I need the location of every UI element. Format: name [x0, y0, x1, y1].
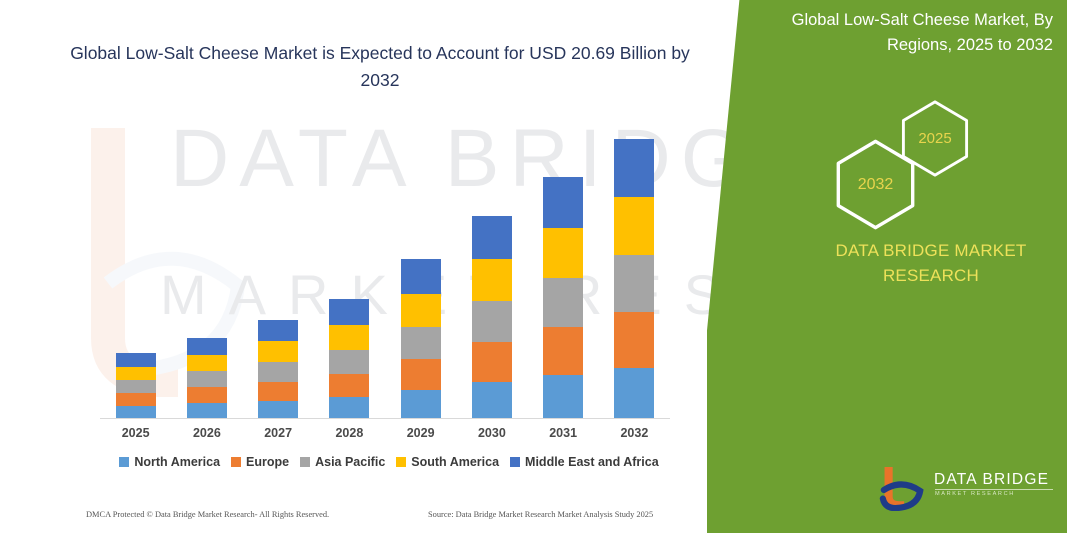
bar-segment[interactable] [471, 216, 512, 259]
bar-segment[interactable] [258, 401, 299, 418]
legend-swatch-icon [231, 457, 242, 467]
bar-segment[interactable] [614, 255, 655, 312]
bar-segment[interactable] [258, 382, 299, 401]
bar-segment[interactable] [543, 177, 584, 228]
bar-segment[interactable] [258, 362, 299, 382]
bar-segment[interactable] [186, 387, 227, 403]
bar-segment[interactable] [329, 325, 370, 350]
legend-swatch-icon [300, 457, 311, 467]
bar-segment[interactable] [400, 259, 441, 294]
bar-group-2025[interactable] [115, 353, 156, 418]
x-axis-label-2031: 2031 [549, 426, 578, 440]
hexagon-outline-icon [901, 100, 969, 177]
logo-subtitle: MARKET RESEARCH [935, 491, 1015, 497]
bar-segment[interactable] [471, 301, 512, 342]
bar-segment[interactable] [186, 355, 227, 371]
bar-group-2030[interactable] [471, 216, 512, 418]
watermark-line1: DATA BRIDGE [170, 113, 820, 204]
x-axis-label-2032: 2032 [620, 426, 649, 440]
bar-segment[interactable] [258, 341, 299, 362]
bar-group-2031[interactable] [543, 177, 584, 418]
right-green-panel [707, 0, 1067, 533]
legend-swatch-icon [119, 457, 130, 467]
bar-segment[interactable] [614, 139, 655, 197]
legend-item-south-america[interactable]: South America [396, 455, 499, 469]
brand-name: DATA BRIDGE MARKET RESEARCH [835, 241, 1027, 285]
legend-item-north-america[interactable]: North America [119, 455, 220, 469]
bar-segment[interactable] [614, 312, 655, 368]
legend-item-asia-pacific[interactable]: Asia Pacific [300, 455, 385, 469]
hexagon-2032-label: 2032 [857, 175, 894, 193]
bar-segment[interactable] [115, 353, 156, 367]
logo-wordmark: DATA BRIDGE [934, 471, 1050, 488]
bar-segment[interactable] [400, 359, 441, 390]
bar-segment[interactable] [329, 299, 370, 325]
bar-segment[interactable] [329, 350, 370, 374]
chart-legend: North America Europe Asia Pacific South Ame… [100, 455, 678, 469]
x-axis-label-2028: 2028 [335, 426, 364, 440]
bar-segment[interactable] [115, 380, 156, 393]
bar-segment[interactable] [329, 397, 370, 418]
bar-segment[interactable] [614, 368, 655, 418]
bar-segment[interactable] [543, 278, 584, 327]
data-bridge-logo: DATA BRIDGE MARKET RESEARCH [878, 465, 1058, 513]
bar-segment[interactable] [471, 259, 512, 301]
x-axis-label-2025: 2025 [121, 426, 150, 440]
bar-segment[interactable] [115, 367, 156, 380]
hexagon-2025: 2025 [899, 99, 971, 178]
bar-group-2028[interactable] [329, 299, 370, 418]
bar-segment[interactable] [400, 390, 441, 418]
legend-swatch-icon [510, 457, 521, 467]
x-axis-label-2026: 2026 [192, 426, 221, 440]
x-axis-label-2030: 2030 [477, 426, 506, 440]
legend-label: Middle East and Africa [525, 455, 659, 469]
bar-segment[interactable] [258, 320, 299, 341]
legend-item-europe[interactable]: Europe [231, 455, 289, 469]
bar-group-2032[interactable] [614, 139, 655, 418]
bar-segment[interactable] [471, 342, 512, 382]
data-bridge-mark-icon [879, 467, 924, 511]
panel-title: Global Low-Salt Cheese Market, By Region… [791, 11, 1053, 54]
legend-item-middle-east-and-africa[interactable]: Middle East and Africa [510, 455, 659, 469]
bar-segment[interactable] [543, 327, 584, 375]
bar-segment[interactable] [614, 197, 655, 255]
bar-segment[interactable] [186, 403, 227, 418]
bar-segment[interactable] [400, 294, 441, 327]
chart-title: Global Low-Salt Cheese Market is Expecte… [70, 43, 690, 90]
x-axis-labels: 2025 2026 2027 2028 2029 2030 2031 2032 [100, 426, 670, 448]
bar-segment[interactable] [186, 338, 227, 355]
bar-chart-plot [100, 110, 670, 418]
bar-segment[interactable] [115, 406, 156, 418]
x-axis-label-2027: 2027 [264, 426, 293, 440]
bar-group-2026[interactable] [186, 338, 227, 418]
bar-group-2027[interactable] [258, 320, 299, 418]
bar-group-2029[interactable] [400, 259, 441, 418]
logo-divider [935, 489, 1053, 490]
footer-source: Source: Data Bridge Market Research Mark… [428, 510, 654, 519]
footer-copyright: DMCA Protected © Data Bridge Market Rese… [86, 510, 330, 519]
bar-segment[interactable] [400, 327, 441, 359]
hexagon-2025-label: 2025 [918, 130, 952, 147]
bar-segment[interactable] [186, 371, 227, 387]
footer: DMCA Protected © Data Bridge Market Rese… [0, 507, 740, 529]
legend-swatch-icon [396, 457, 407, 467]
bar-segment[interactable] [471, 382, 512, 418]
bar-segment[interactable] [329, 374, 370, 397]
x-axis-label-2029: 2029 [406, 426, 435, 440]
x-axis-line [100, 418, 670, 419]
legend-label: Asia Pacific [315, 455, 386, 469]
bar-segment[interactable] [543, 228, 584, 278]
legend-label: South America [411, 455, 500, 469]
bar-segment[interactable] [543, 375, 584, 418]
legend-label: Europe [246, 455, 290, 469]
bar-segment[interactable] [115, 393, 156, 406]
legend-label: North America [134, 455, 221, 469]
